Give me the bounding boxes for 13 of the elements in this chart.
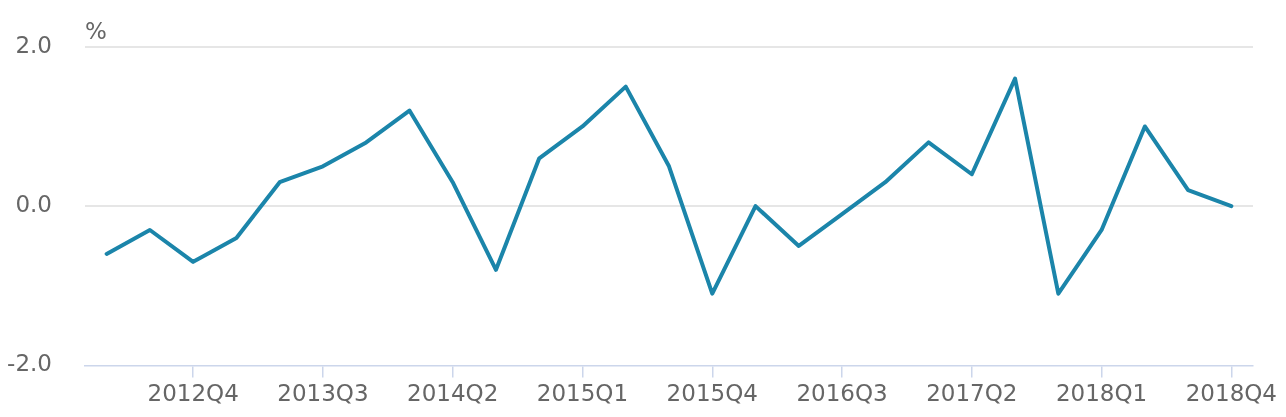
- x-tick-label: 2015Q1: [536, 380, 629, 407]
- x-tick-label: 2015Q4: [666, 380, 758, 407]
- y-tick-label: -2.0: [7, 350, 52, 377]
- x-tick-label: 2018Q1: [1055, 380, 1148, 407]
- x-tick-label: 2012Q4: [147, 380, 239, 407]
- x-tick-label: 2018Q4: [1185, 380, 1278, 407]
- x-tick-label: 2014Q2: [407, 380, 499, 407]
- y-tick-label: 0.0: [15, 191, 52, 218]
- x-tick-label: 2017Q2: [926, 380, 1018, 407]
- y-axis-title: %: [85, 17, 107, 44]
- x-tick-label: 2013Q3: [277, 380, 369, 407]
- x-tick-label: 2016Q3: [796, 380, 888, 407]
- y-tick-label: 2.0: [15, 31, 52, 58]
